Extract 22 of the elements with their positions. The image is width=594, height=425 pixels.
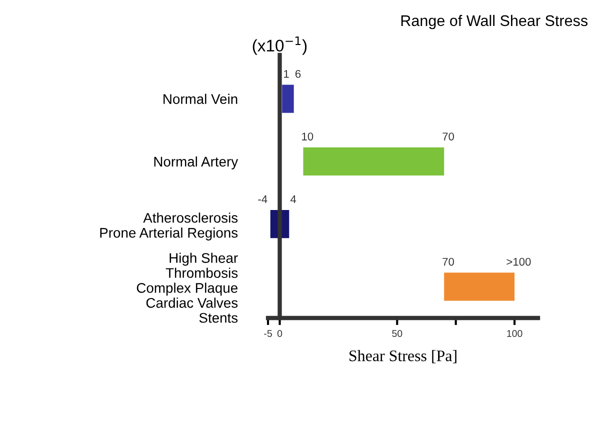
annotation: >100: [506, 258, 531, 266]
annotation: 70: [442, 132, 454, 140]
bar: [282, 84, 294, 113]
annotation: 70: [442, 258, 454, 266]
y-tick-label: Normal Vein: [164, 94, 238, 104]
chart-title: Range of Wall Shear Stress: [401, 14, 588, 30]
x-tick-label: 50: [392, 330, 402, 337]
annotation: 6: [295, 70, 301, 78]
x-tick-label: 100: [507, 330, 522, 337]
bar: [303, 147, 444, 176]
text: (x10$^{−1}$): [252, 36, 307, 55]
annotation: 10: [302, 132, 314, 140]
x-tick-label: -5: [264, 330, 272, 337]
annotation: 4: [290, 195, 296, 203]
bar: [444, 272, 515, 301]
y-tick-label: Atherosclerosis Prone Arterial Regions: [100, 212, 238, 240]
y-tick-label: Normal Artery: [154, 156, 238, 170]
x-axis-title: Shear Stress [Pa]: [350, 350, 456, 364]
annotation: -4: [258, 195, 268, 203]
x-tick-label: 0: [277, 330, 282, 337]
annotation: 1: [284, 70, 289, 78]
y-tick-label: High Shear Thrombosis Complex Plaque Cardiac Valves Stents: [136, 252, 238, 323]
